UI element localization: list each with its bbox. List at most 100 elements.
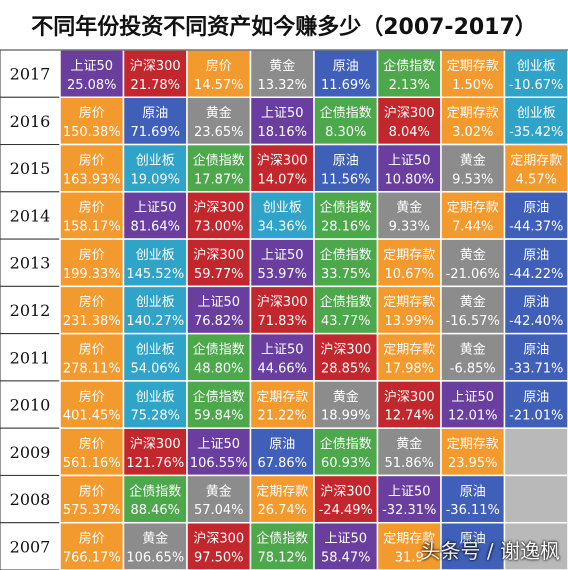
value-label: 158.17%	[63, 220, 121, 235]
year-cell	[0, 49, 61, 98]
asset-label: 企债指数	[256, 531, 308, 547]
value-label: 4.57%	[516, 172, 557, 187]
cell-bg	[503, 238, 568, 288]
year-label: 2012	[10, 301, 51, 320]
asset-label: 沪深300	[384, 105, 435, 121]
value-label: -44.22%	[509, 267, 563, 282]
asset-label: 定期存款	[447, 437, 499, 452]
asset-label: 原油	[523, 248, 549, 263]
cell-bg	[59, 285, 125, 335]
value-label: 12.01%	[448, 409, 498, 424]
year-label: 2009	[10, 443, 51, 462]
asset-label: 房价	[79, 483, 105, 499]
asset-label: 上证50	[197, 437, 240, 452]
cell-bg	[313, 427, 379, 477]
asset-label: 创业板	[136, 295, 175, 310]
value-label: -10.67%	[509, 78, 563, 93]
value-label: 51.86%	[384, 456, 434, 471]
asset-label: 房价	[79, 152, 105, 168]
value-label: 14.07%	[257, 172, 307, 187]
cell-bg	[503, 191, 568, 240]
cell-bg	[59, 474, 125, 524]
asset-label: 沪深300	[257, 294, 308, 310]
value-label: 17.98%	[384, 361, 434, 376]
cell-bg	[249, 285, 315, 335]
cell-bg	[376, 380, 442, 429]
value-label: 76.82%	[194, 314, 244, 329]
year-label: 2010	[10, 396, 51, 415]
value-label: -35.42%	[509, 125, 563, 140]
cell-bg	[122, 332, 188, 382]
asset-label: 沪深300	[320, 483, 371, 499]
year-label: 2017	[10, 65, 51, 84]
asset-label: 房价	[79, 294, 105, 310]
value-label: 9.33%	[389, 220, 430, 235]
value-label: 12.74%	[384, 409, 434, 424]
asset-label: 黄金	[269, 58, 295, 74]
asset-label: 房价	[79, 341, 105, 357]
cell-bg	[249, 143, 315, 193]
value-label: 58.47%	[321, 550, 371, 565]
value-label: 88.46%	[130, 503, 180, 518]
value-label: 34.36%	[257, 220, 307, 235]
year-cell	[0, 238, 61, 287]
asset-label: 企债指数	[320, 247, 372, 263]
value-label: 59.77%	[194, 267, 244, 282]
asset-label: 原油	[523, 390, 549, 405]
value-label: 10.80%	[384, 172, 434, 187]
value-label: 13.99%	[384, 314, 434, 329]
cell-bg	[186, 427, 252, 477]
cell-bg	[313, 238, 379, 288]
cell-bg	[122, 285, 188, 335]
cell-bg	[503, 427, 568, 477]
cell-bg	[503, 521, 568, 570]
value-label: 140.27%	[126, 314, 184, 329]
value-label: 71.69%	[130, 125, 180, 140]
value-label: 13.32%	[257, 78, 307, 93]
asset-label: 企债指数	[320, 294, 372, 310]
asset-label: 黄金	[396, 200, 422, 216]
asset-label: 企债指数	[193, 389, 245, 405]
asset-label: 定期存款	[383, 295, 435, 310]
asset-label: 定期存款	[447, 106, 499, 121]
cell-bg	[249, 96, 315, 146]
value-label: 33.75%	[321, 267, 371, 282]
value-label: -21.01%	[509, 409, 563, 424]
value-label: 10.67%	[384, 267, 434, 282]
asset-label: 黄金	[460, 247, 486, 263]
cell-bg	[59, 380, 125, 429]
value-label: 23.65%	[194, 125, 244, 140]
cell-bg	[59, 332, 125, 382]
value-label: 75.28%	[130, 409, 180, 424]
value-label: -44.37%	[509, 220, 563, 235]
cell-bg	[313, 49, 379, 99]
asset-label: 定期存款	[383, 248, 435, 263]
asset-label: 创业板	[517, 59, 556, 74]
year-label: 2015	[10, 159, 51, 178]
asset-label: 黄金	[206, 483, 232, 499]
asset-label: 黄金	[142, 531, 168, 547]
asset-label: 创业板	[136, 248, 175, 263]
asset-label: 原油	[269, 437, 295, 452]
cell-bg	[313, 521, 379, 570]
value-label: 11.56%	[321, 172, 371, 187]
asset-label: 房价	[79, 389, 105, 405]
value-label: -32.31%	[382, 503, 436, 518]
year-label: 2007	[10, 537, 51, 556]
asset-label: 沪深300	[130, 436, 181, 452]
year-label: 2008	[10, 490, 51, 509]
cell-bg	[376, 49, 442, 99]
asset-label: 企债指数	[129, 483, 181, 499]
value-label: 19.09%	[130, 172, 180, 187]
asset-label: 沪深300	[257, 152, 308, 168]
value-label: 278.11%	[63, 361, 121, 376]
value-label: 21.22%	[257, 409, 307, 424]
asset-label: 企债指数	[383, 58, 435, 74]
year-cell	[0, 333, 61, 382]
cell-bg	[440, 191, 506, 240]
asset-label: 房价	[79, 247, 105, 263]
value-label: 59.84%	[194, 409, 244, 424]
cell-bg	[313, 96, 379, 146]
value-label: 766.17%	[63, 550, 121, 565]
